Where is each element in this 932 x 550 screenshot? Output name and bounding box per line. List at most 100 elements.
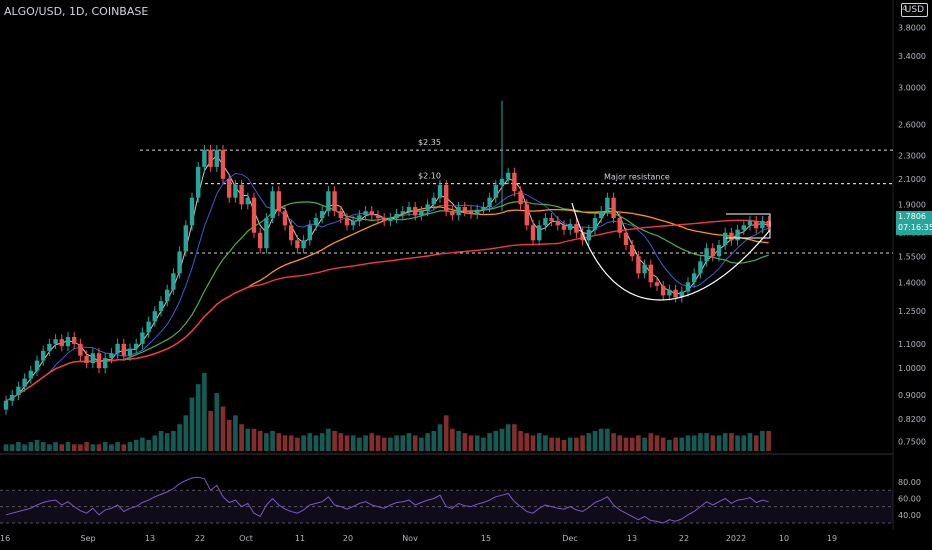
x-tick-label: Nov	[402, 534, 418, 543]
volume-bar	[208, 410, 213, 451]
volume-bar	[729, 433, 734, 451]
level-label: Major resistance	[604, 173, 670, 182]
candle-body	[103, 358, 108, 369]
candle-body	[506, 172, 511, 179]
candle-body	[307, 225, 312, 241]
currency-badge[interactable]: USD	[900, 3, 928, 17]
candle-body	[406, 207, 412, 212]
y-tick-label: 3.0000	[898, 84, 926, 93]
volume-bar	[307, 433, 313, 451]
candle-body	[84, 355, 89, 364]
candle-body	[220, 150, 226, 179]
candle-body	[134, 343, 139, 349]
ma-green-line	[5, 200, 769, 402]
candle-body	[121, 343, 126, 356]
candle-body	[760, 220, 765, 229]
volume-bar	[369, 433, 375, 451]
volume-bar	[543, 435, 548, 451]
candle-body	[258, 232, 263, 249]
candle-body	[295, 240, 300, 249]
candle-body	[580, 232, 585, 241]
volume-bar	[474, 435, 480, 451]
candle-body	[270, 191, 275, 219]
candle-body	[47, 343, 52, 351]
volume-bar	[518, 430, 523, 451]
candle-body	[375, 215, 381, 219]
candle-body	[623, 232, 629, 246]
candle-body	[357, 215, 362, 221]
volume-bar	[53, 442, 58, 451]
candle-body	[388, 218, 393, 221]
x-tick-label: 20	[343, 534, 353, 543]
x-tick-label: Sep	[80, 534, 95, 543]
candle-body	[344, 218, 350, 226]
rsi-tick-label: 40.00	[898, 511, 921, 520]
x-tick-label: 11	[295, 534, 305, 543]
candle-body	[208, 150, 213, 167]
axes: 4 3.8000 3.4000 3.0000 2.6000 2.3000 2.1000 1.9…	[0, 4, 926, 543]
candle-body	[413, 207, 418, 216]
volume-bar	[481, 437, 486, 451]
candle-body	[382, 218, 387, 221]
candle-body	[574, 223, 579, 233]
candle-body	[152, 311, 157, 322]
candle-body	[437, 184, 443, 198]
candle-body	[214, 150, 219, 167]
y-tick-label: 2.3000	[898, 152, 926, 161]
volume-bar	[400, 435, 406, 451]
candle-body	[493, 184, 498, 198]
candle-body	[34, 360, 40, 371]
volume-bar	[146, 439, 151, 451]
candle-body	[177, 251, 182, 274]
candle-body	[530, 225, 536, 241]
volume-bar	[431, 430, 437, 451]
candle-body	[301, 240, 306, 249]
candle-body	[524, 204, 529, 226]
volume-bar	[443, 415, 449, 451]
support-resistance-levels: $2.35 $2.10 Major resistance	[140, 138, 893, 254]
candle-body	[549, 218, 554, 221]
candle-body	[351, 220, 356, 226]
candle-body	[65, 336, 71, 347]
volume-bar	[462, 433, 468, 451]
volume-bar	[660, 437, 666, 451]
candle-body	[276, 191, 281, 212]
candle-body	[561, 225, 567, 230]
ma-red-line	[5, 219, 769, 402]
volume-bar	[412, 435, 418, 451]
volume-bar	[456, 430, 461, 451]
volume-bar	[127, 442, 133, 451]
volume-bar	[611, 433, 616, 451]
x-tick-label: 2022	[726, 534, 746, 543]
candle-body	[741, 225, 746, 230]
volume-bar	[691, 435, 697, 451]
moving-averages	[5, 154, 769, 402]
volume-bar	[654, 435, 660, 451]
candle-body	[654, 282, 660, 286]
volume-bar	[152, 435, 158, 451]
cup-pattern	[571, 202, 771, 301]
x-tick-label: 19	[827, 534, 837, 543]
candle-body	[394, 213, 399, 219]
candle-body	[127, 348, 133, 356]
y-tick-label: 1.4000	[898, 278, 926, 287]
volume-bar	[226, 419, 232, 451]
volume-bar	[264, 433, 269, 451]
volume-bar	[567, 437, 573, 451]
volume-bar	[722, 433, 728, 451]
candle-body	[710, 248, 715, 257]
candle-body	[642, 264, 647, 274]
volume-bar	[493, 430, 499, 451]
x-tick-label: 10	[779, 534, 789, 543]
candle-body	[444, 184, 449, 212]
candle-body	[431, 197, 436, 205]
candle-body	[59, 339, 64, 347]
y-tick-label: 2.1000	[898, 175, 926, 184]
candle-body	[698, 261, 703, 274]
volume-bar	[357, 437, 362, 451]
x-tick-label: 15	[481, 534, 491, 543]
candle-body	[425, 204, 430, 212]
candle-body	[282, 211, 288, 226]
volume-bar	[673, 437, 678, 451]
